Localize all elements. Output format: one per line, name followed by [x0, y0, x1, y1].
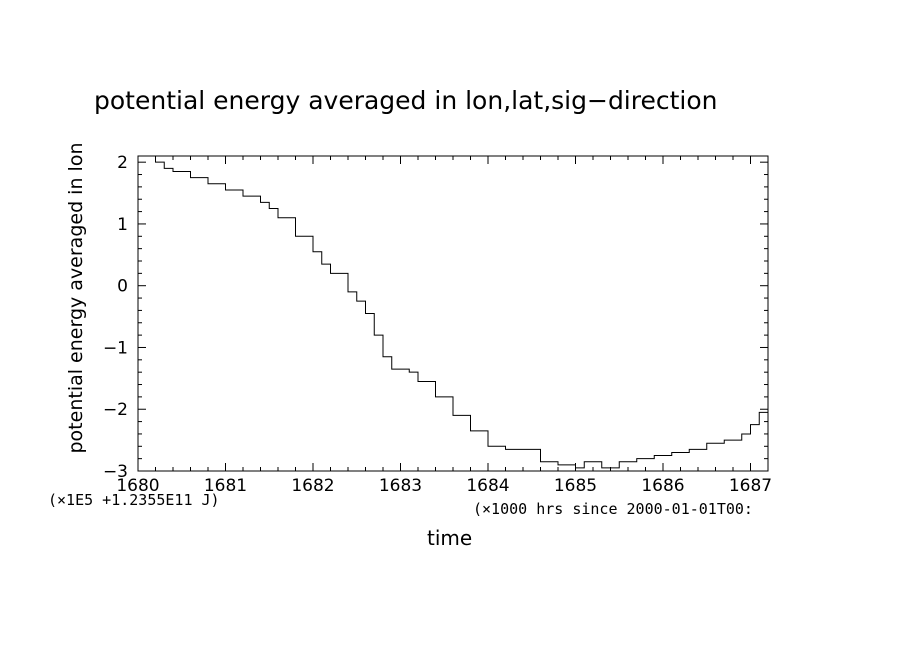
- x-tick-label: 1686: [641, 476, 684, 496]
- y-tick-label: 0: [117, 277, 128, 297]
- x-tick-label: 1683: [379, 476, 422, 496]
- series-line: [138, 155, 769, 469]
- y-axis-multiplier: (×1E5 +1.2355E11 J): [48, 491, 220, 509]
- plot-frame: [137, 155, 769, 472]
- x-tick-label: 1684: [466, 476, 509, 496]
- x-tick-label: 1681: [204, 476, 247, 496]
- x-tick-label: 1685: [554, 476, 597, 496]
- x-tick-label: 1682: [291, 476, 334, 496]
- y-tick-label: 1: [117, 215, 128, 235]
- x-axis-label: time: [427, 526, 473, 550]
- y-tick-label: −2: [103, 400, 128, 420]
- y-tick-label: 2: [117, 153, 128, 173]
- y-axis-label: potential energy averaged in lon: [65, 142, 87, 454]
- tick-labels: 1680 1681 1682 1683 1684 1685 1686 1687 2 1 0 −1 −2 −…: [103, 153, 772, 496]
- chart-title: potential energy averaged in lon,lat,sig…: [94, 86, 718, 115]
- x-axis-multiplier: (×1000 hrs since 2000-01-01T00:: [473, 500, 753, 518]
- y-tick-label: −1: [103, 338, 128, 358]
- axis-ticks: [137, 156, 769, 472]
- x-tick-label: 1687: [729, 476, 772, 496]
- y-tick-label: −3: [103, 462, 128, 482]
- x-tick-label: 1680: [116, 476, 159, 496]
